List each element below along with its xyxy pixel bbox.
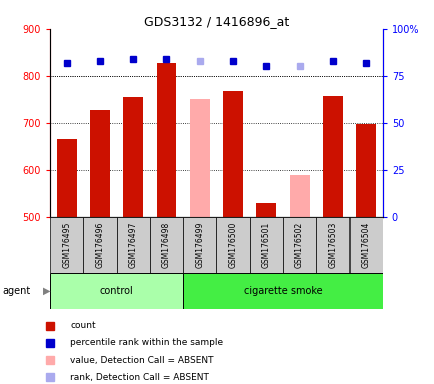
Bar xyxy=(183,217,216,273)
Bar xyxy=(56,139,76,217)
Bar xyxy=(289,175,309,217)
Bar xyxy=(322,96,342,217)
Text: agent: agent xyxy=(2,286,30,296)
Text: GSM176499: GSM176499 xyxy=(195,222,204,268)
Text: GSM176504: GSM176504 xyxy=(361,222,370,268)
Text: GSM176495: GSM176495 xyxy=(62,222,71,268)
Title: GDS3132 / 1416896_at: GDS3132 / 1416896_at xyxy=(144,15,288,28)
Text: GSM176503: GSM176503 xyxy=(328,222,337,268)
Text: value, Detection Call = ABSENT: value, Detection Call = ABSENT xyxy=(70,356,213,364)
Bar xyxy=(123,96,143,217)
Bar xyxy=(256,203,276,217)
Bar xyxy=(355,124,375,217)
Text: ▶: ▶ xyxy=(43,286,50,296)
Text: cigarette smoke: cigarette smoke xyxy=(243,286,322,296)
Bar xyxy=(283,217,316,273)
Bar xyxy=(116,217,149,273)
Text: count: count xyxy=(70,321,95,330)
Bar xyxy=(216,217,249,273)
Bar xyxy=(83,217,116,273)
Bar xyxy=(50,217,83,273)
Text: percentile rank within the sample: percentile rank within the sample xyxy=(70,338,223,347)
Bar xyxy=(316,217,349,273)
Bar xyxy=(50,273,183,309)
Text: GSM176502: GSM176502 xyxy=(294,222,303,268)
Bar xyxy=(349,217,382,273)
Bar xyxy=(189,99,209,217)
Text: GSM176496: GSM176496 xyxy=(95,222,104,268)
Text: GSM176501: GSM176501 xyxy=(261,222,270,268)
Text: GSM176500: GSM176500 xyxy=(228,222,237,268)
Bar xyxy=(249,217,282,273)
Bar xyxy=(183,273,382,309)
Text: rank, Detection Call = ABSENT: rank, Detection Call = ABSENT xyxy=(70,373,208,382)
Text: control: control xyxy=(99,286,133,296)
Bar xyxy=(223,91,243,217)
Text: GSM176497: GSM176497 xyxy=(128,222,138,268)
Bar xyxy=(90,110,110,217)
Text: GSM176498: GSM176498 xyxy=(161,222,171,268)
Bar xyxy=(150,217,183,273)
Bar xyxy=(156,63,176,217)
